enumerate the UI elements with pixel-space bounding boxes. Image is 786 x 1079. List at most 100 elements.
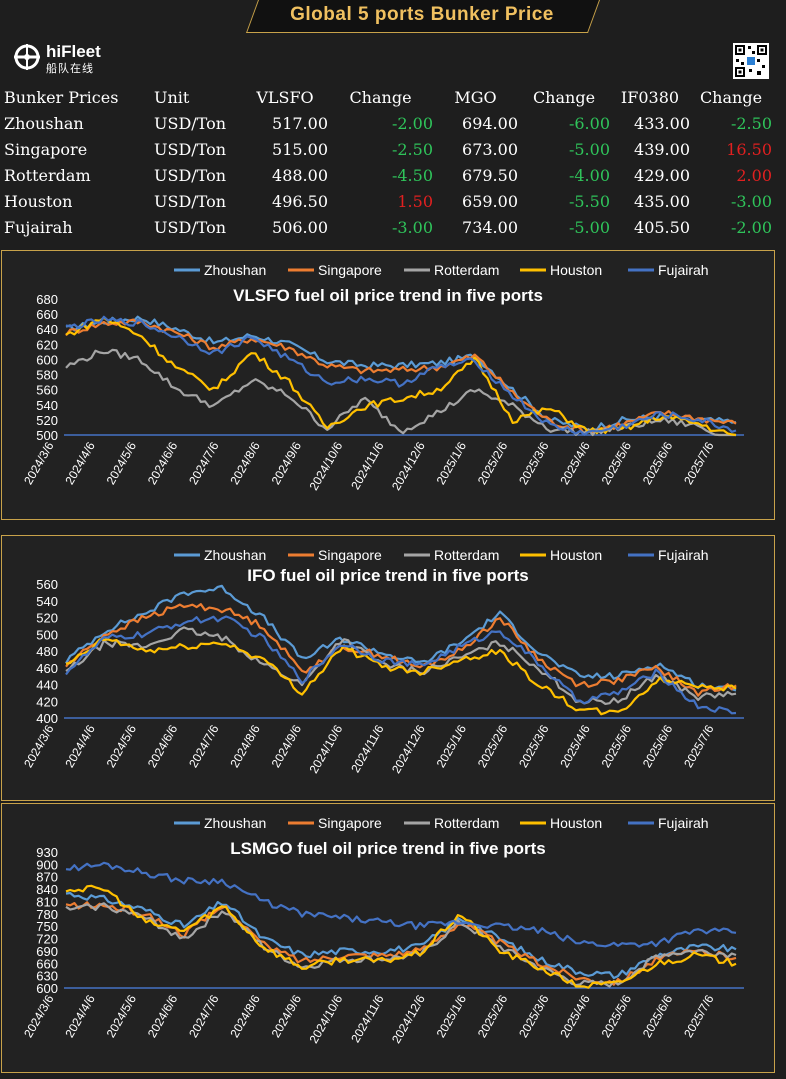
x-tick-label: 2024/12/6 [389, 439, 428, 493]
hifleet-logo: hiFleet 船队在线 [12, 42, 101, 77]
legend-entry: Houston [520, 815, 602, 831]
x-tick-label: 2024/7/6 [186, 439, 222, 487]
series-line-houston [65, 316, 737, 437]
table-cell: 679.50 [462, 165, 518, 185]
table-cell: -5.00 [568, 139, 610, 159]
x-tick-label: 2024/8/6 [227, 439, 263, 487]
y-tick-label: 930 [36, 845, 58, 860]
table-cell: Singapore [4, 139, 88, 159]
x-tick-label: 2025/2/6 [475, 992, 511, 1040]
page-title: Global 5 ports Bunker Price [290, 4, 554, 25]
table-cell: 16.50 [726, 139, 772, 159]
x-tick-label: 2024/10/6 [307, 992, 346, 1046]
x-tick-label: 2024/7/6 [186, 722, 222, 770]
x-tick-label: 2025/3/6 [516, 992, 552, 1040]
table-header-cell: Unit [154, 87, 190, 107]
table-header-cell: Change [532, 87, 596, 107]
table-cell: 433.00 [634, 113, 690, 133]
legend-label: Singapore [318, 815, 382, 831]
table-cell: 734.00 [462, 217, 518, 237]
y-tick-label: 660 [36, 956, 58, 971]
table-cell: 2.00 [736, 165, 772, 185]
y-tick-label: 560 [36, 383, 58, 398]
x-tick-label: 2024/9/6 [269, 722, 305, 770]
legend-label: Houston [550, 547, 602, 563]
y-tick-label: 840 [36, 882, 58, 897]
legend-entry: Singapore [288, 262, 382, 278]
x-tick-label: 2025/6/6 [640, 439, 676, 487]
table-cell: USD/Ton [154, 191, 227, 211]
table-cell: 515.00 [272, 139, 328, 159]
x-tick-label: 2024/3/6 [21, 992, 57, 1040]
table-cell: 439.00 [634, 139, 690, 159]
y-tick-label: 520 [36, 611, 58, 626]
table-cell: 659.00 [462, 191, 518, 211]
x-tick-label: 2024/9/6 [269, 992, 305, 1040]
legend-label: Singapore [318, 262, 382, 278]
legend-label: Rotterdam [434, 262, 499, 278]
x-tick-label: 2025/4/6 [557, 439, 593, 487]
y-tick-label: 600 [36, 352, 58, 367]
series-line-fujairah [65, 615, 737, 715]
series-line-singapore [65, 603, 737, 697]
legend-entry: Rotterdam [404, 547, 499, 563]
y-tick-label: 520 [36, 413, 58, 428]
table-cell: USD/Ton [154, 217, 227, 237]
x-tick-label: 2024/11/6 [348, 722, 387, 775]
x-tick-label: 2025/2/6 [475, 439, 511, 487]
chart-svg: Zhoushan Singapore Rotterdam Houston Fujaira… [21, 815, 744, 1046]
y-tick-label: 640 [36, 322, 58, 337]
y-tick-label: 660 [36, 307, 58, 322]
table-cell: 517.00 [272, 113, 328, 133]
legend-label: Singapore [318, 547, 382, 563]
legend-label: Zhoushan [204, 815, 266, 831]
x-tick-label: 2025/6/6 [640, 992, 676, 1040]
legend-entry: Houston [520, 262, 602, 278]
x-tick-label: 2024/12/6 [389, 992, 428, 1046]
table-row: Fujairah USD/Ton 506.00 -3.00 734.00 -5.00 405… [4, 214, 772, 240]
y-tick-label: 620 [36, 337, 58, 352]
legend-entry: Rotterdam [404, 815, 499, 831]
y-tick-label: 870 [36, 870, 58, 885]
x-tick-label: 2025/1/6 [434, 439, 470, 487]
x-tick-label: 2024/5/6 [104, 722, 140, 770]
y-tick-label: 540 [36, 594, 58, 609]
table-cell: 496.50 [272, 191, 328, 211]
legend-label: Fujairah [658, 815, 709, 831]
series-line-zhoushan [65, 891, 737, 980]
x-tick-label: 2025/1/6 [434, 722, 470, 770]
legend-entry: Rotterdam [404, 262, 499, 278]
table-cell: 488.00 [272, 165, 328, 185]
table-row: Houston USD/Ton 496.50 1.50 659.00 -5.50 435.0… [4, 188, 772, 214]
x-tick-label: 2025/7/6 [681, 992, 717, 1040]
table-cell: -2.50 [730, 113, 772, 133]
table-cell: 673.00 [462, 139, 518, 159]
legend-entry: Houston [520, 547, 602, 563]
x-tick-label: 2024/4/6 [62, 439, 98, 487]
series-line-zhoushan [65, 584, 737, 692]
table-header-cell: Change [699, 87, 763, 107]
legend-entry: Singapore [288, 547, 382, 563]
y-tick-label: 540 [36, 398, 58, 413]
x-tick-label: 2025/5/6 [599, 992, 635, 1040]
x-tick-label: 2024/11/6 [348, 439, 387, 492]
x-tick-label: 2025/2/6 [475, 722, 511, 770]
legend-label: Rotterdam [434, 547, 499, 563]
x-tick-label: 2025/7/6 [681, 722, 717, 770]
x-tick-label: 2025/5/6 [599, 722, 635, 770]
legend-label: Zhoushan [204, 547, 266, 563]
table-row: Zhoushan USD/Ton 517.00 -2.00 694.00 -6.00 433… [4, 110, 772, 136]
table-cell: -2.00 [730, 217, 772, 237]
table-cell: Houston [4, 191, 73, 211]
table-cell: USD/Ton [154, 165, 227, 185]
table-cell: -5.50 [568, 191, 610, 211]
vlsfo-chart: Zhoushan Singapore Rotterdam Houston Fujaira… [1, 250, 775, 520]
legend-label: Houston [550, 262, 602, 278]
table-row: Rotterdam USD/Ton 488.00 -4.50 679.50 -4.00 42… [4, 162, 772, 188]
lsmgo-chart: Zhoushan Singapore Rotterdam Houston Fujaira… [1, 803, 775, 1073]
x-tick-label: 2024/11/6 [348, 992, 387, 1045]
table-cell: 405.50 [634, 217, 690, 237]
y-tick-label: 460 [36, 661, 58, 676]
x-tick-label: 2024/6/6 [145, 992, 181, 1040]
y-tick-label: 480 [36, 644, 58, 659]
